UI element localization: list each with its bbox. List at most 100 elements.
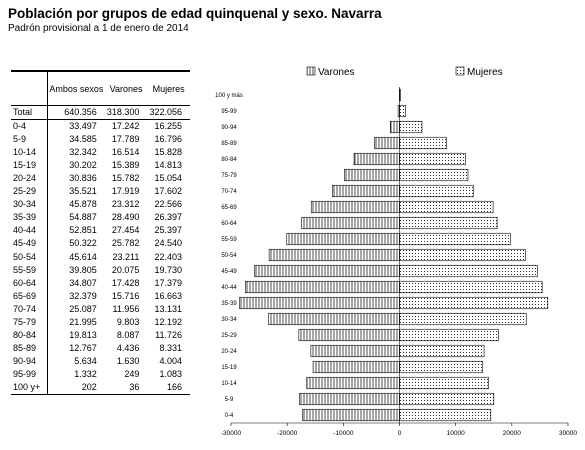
cell-ambos: 1.332: [74, 368, 97, 379]
table-row: 85-89 12.767 4.436 8.331: [11, 341, 190, 355]
cell-mujeres: 14.813: [154, 160, 182, 171]
cell-mujeres: 16.663: [154, 290, 182, 301]
row-label: 10-14: [11, 146, 48, 160]
bar-mujeres: [399, 248, 526, 262]
cell-mujeres: 13.131: [154, 303, 182, 314]
cell-mujeres: 17.379: [154, 277, 182, 288]
row-label: 30-34: [11, 198, 48, 212]
y-tick-label: 5-9: [225, 397, 234, 403]
cell-ambos: 30.836: [69, 173, 97, 184]
bar-mujeres: [399, 392, 495, 406]
legend-label-varones: Varones: [318, 67, 355, 78]
cell-mujeres: 8.331: [159, 342, 182, 353]
bar-mujeres: [399, 344, 485, 358]
table-header-row: Ambos sexos Varones Mujeres: [11, 70, 190, 106]
cell-ambos: 30.202: [69, 160, 97, 171]
bar-mujeres: [399, 376, 489, 390]
row-label: 40-44: [11, 224, 48, 238]
bar-varones: [306, 376, 400, 390]
cell-varones: 23.312: [111, 199, 140, 210]
table-row: 70-74 25.087 11.956 13.131: [11, 302, 190, 316]
bar-varones: [310, 200, 400, 214]
cell-mujeres: 16.255: [154, 121, 182, 132]
bar-varones: [268, 248, 400, 262]
y-tick-label: 50-54: [221, 253, 237, 259]
cell-ambos: 50.322: [69, 238, 97, 249]
cell-varones: 17.789: [111, 134, 140, 145]
cell-varones: 318.300: [104, 105, 148, 121]
y-tick-label: 75-79: [221, 173, 237, 179]
y-tick-label: 40-44: [221, 285, 237, 291]
row-label: 95-99: [11, 367, 48, 381]
table-row: 100 y+ 202 36 166: [11, 380, 190, 396]
row-label: 0-4: [11, 119, 48, 134]
row-label: 80-84: [11, 328, 48, 342]
bar-varones: [374, 136, 400, 150]
cell-varones: 28.490: [111, 212, 140, 223]
legend-swatch-varones: [306, 66, 316, 76]
cell-ambos: 45.614: [69, 251, 97, 262]
row-label: 100 y+: [11, 380, 48, 396]
x-tick-label: 30000: [559, 430, 577, 437]
bar-varones: [332, 184, 400, 198]
row-label: 45-49: [11, 237, 48, 251]
cell-ambos: 34.807: [69, 277, 97, 288]
y-tick-label: 95-99: [221, 109, 237, 115]
bar-mujeres: [399, 232, 511, 246]
cell-varones: 20.075: [111, 264, 140, 275]
table-row: 80-84 19.813 8.087 11.726: [11, 328, 190, 342]
bar-varones: [302, 408, 400, 422]
row-label: 55-59: [11, 263, 48, 277]
y-tick-label: 30-34: [221, 317, 237, 323]
cell-ambos: 21.995: [69, 316, 97, 327]
cell-ambos: 32.342: [69, 147, 97, 158]
cell-ambos: 33.497: [69, 121, 97, 132]
bar-mujeres: [399, 312, 527, 326]
bar-varones: [310, 344, 400, 358]
row-label: 60-64: [11, 276, 48, 290]
cell-mujeres: 17.602: [154, 186, 182, 197]
cell-varones: 249: [124, 368, 140, 379]
cell-varones: 9.803: [116, 316, 140, 327]
y-tick-label: 25-29: [221, 333, 237, 339]
cell-ambos: 25.087: [69, 303, 97, 314]
cell-varones: 15.716: [111, 290, 140, 301]
row-label: 65-69: [11, 289, 48, 303]
cell-mujeres: 16.796: [154, 134, 182, 145]
bar-varones: [301, 216, 400, 230]
row-label: 75-79: [11, 315, 48, 329]
cell-mujeres: 1.083: [159, 368, 182, 379]
bar-varones: [298, 328, 400, 342]
table-row: 30-34 45.878 23.312 22.566: [11, 198, 190, 212]
x-tick-label: 20000: [503, 430, 521, 437]
bar-mujeres: [399, 328, 499, 342]
row-label: 5-9: [11, 133, 48, 147]
cell-mujeres: 322.056: [147, 105, 190, 121]
y-tick-label: 0-4: [225, 413, 234, 419]
cell-ambos: 12.767: [69, 342, 97, 353]
cell-varones: 17.919: [111, 186, 140, 197]
cell-ambos: 32.379: [69, 290, 97, 301]
chart-legend: Varones Mujeres: [306, 66, 503, 78]
table-row-total: Total 640.356 318.300 322.056: [11, 105, 190, 121]
cell-mujeres: 24.540: [154, 238, 182, 249]
y-tick-label: 85-89: [221, 141, 237, 147]
cell-ambos: 202: [47, 380, 105, 396]
cell-mujeres: 26.397: [154, 212, 182, 223]
bar-mujeres: [399, 168, 469, 182]
bar-mujeres: [399, 120, 423, 134]
row-label: 15-19: [11, 159, 48, 173]
bar-varones: [268, 312, 400, 326]
y-tick-label: 70-74: [221, 189, 237, 195]
row-label: Total: [11, 105, 48, 121]
row-label: 35-39: [11, 211, 48, 225]
cell-mujeres: 12.192: [154, 316, 182, 327]
column-header-varones: Varones: [104, 70, 148, 106]
y-tick-label: 10-14: [221, 381, 237, 387]
column-header-mujeres: Mujeres: [147, 70, 190, 106]
cell-varones: 27.454: [111, 225, 140, 236]
cell-mujeres: 25.397: [154, 225, 182, 236]
cell-ambos: 39.805: [69, 264, 97, 275]
bar-mujeres: [399, 280, 543, 294]
